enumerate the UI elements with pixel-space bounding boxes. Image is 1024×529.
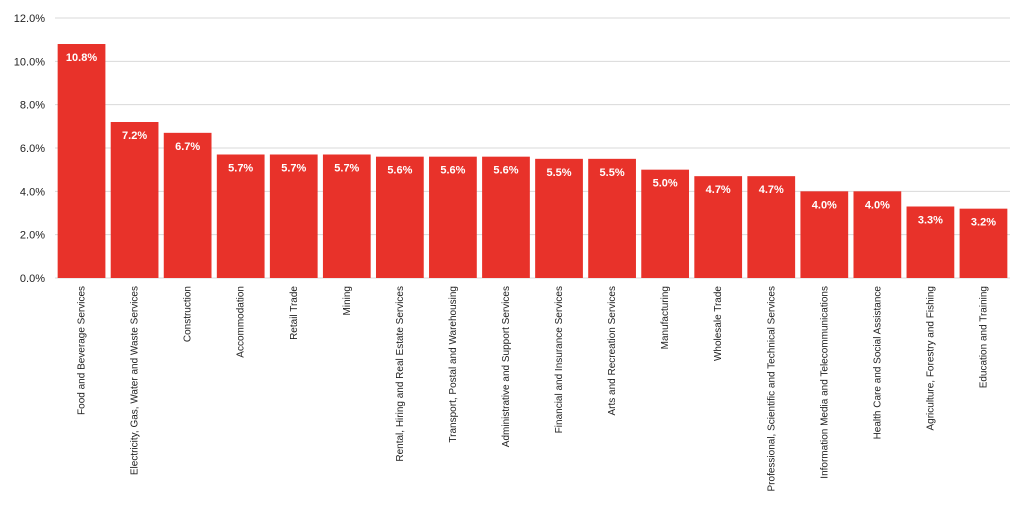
bar — [747, 176, 796, 278]
bar — [853, 191, 902, 278]
data-labels: 10.8% 7.2% 6.7% 5.7% 5.7% 5.7% 5.6% 5.6% 5.6% 5.5… — [66, 52, 996, 229]
x-tick-label: Mining — [342, 286, 353, 315]
bar — [535, 158, 583, 278]
x-tick-label: Arts and Recreation Services — [607, 286, 618, 416]
bars — [57, 44, 1008, 278]
bar — [694, 176, 743, 278]
data-label: 4.0% — [812, 199, 837, 211]
x-tick-label: Administrative and Support Services — [501, 286, 512, 447]
data-label: 3.3% — [918, 215, 943, 227]
bar — [163, 132, 212, 278]
data-label: 4.7% — [706, 184, 731, 196]
bar — [322, 154, 371, 278]
data-label: 5.6% — [387, 165, 412, 177]
bar — [110, 122, 159, 278]
bar — [482, 156, 530, 278]
x-tick-label: Health Care and Social Assistance — [872, 286, 883, 440]
x-tick-label: Electricity, Gas, Water and Waste Servic… — [130, 286, 141, 475]
x-tick-label: Manufacturing — [660, 286, 671, 349]
data-label: 4.0% — [865, 199, 890, 211]
x-tick-label: Retail Trade — [289, 286, 300, 340]
data-label: 10.8% — [66, 52, 97, 64]
x-tick-label: Food and Beverage Services — [77, 286, 88, 415]
x-tick-label: Transport, Postal and Warehousing — [448, 286, 459, 443]
bar — [216, 154, 265, 278]
bar — [959, 208, 1008, 278]
x-axis-tick-labels: Food and Beverage Services Electricity, G… — [77, 286, 990, 492]
data-label: 5.7% — [228, 163, 253, 175]
x-tick-label: Wholesale Trade — [713, 286, 724, 361]
y-tick-label: 6.0% — [20, 143, 45, 155]
x-tick-label: Construction — [183, 286, 194, 342]
x-tick-label: Rental, Hiring and Real Estate Services — [395, 286, 406, 462]
bar — [375, 156, 424, 278]
y-tick-label: 12.0% — [14, 13, 45, 25]
x-tick-label: Agriculture, Forestry and Fishing — [925, 286, 936, 431]
x-tick-label: Information Media and Telecommunications — [819, 286, 830, 479]
data-label: 3.2% — [971, 217, 996, 229]
data-label: 6.7% — [175, 141, 200, 153]
y-tick-label: 0.0% — [20, 273, 45, 285]
y-tick-label: 8.0% — [20, 100, 45, 112]
data-label: 5.6% — [493, 165, 518, 177]
x-tick-label: Accommodation — [236, 286, 247, 358]
data-label: 5.7% — [334, 163, 359, 175]
x-tick-label: Education and Training — [978, 286, 989, 388]
bar — [269, 154, 318, 278]
bar — [429, 156, 477, 278]
data-label: 5.7% — [281, 163, 306, 175]
bar — [800, 191, 849, 278]
bar — [57, 44, 106, 278]
data-label: 5.6% — [440, 165, 465, 177]
gridlines — [55, 17, 1010, 279]
data-label: 5.0% — [653, 178, 678, 190]
bar — [588, 158, 636, 278]
y-tick-label: 10.0% — [14, 56, 45, 68]
data-label: 7.2% — [122, 130, 147, 142]
y-tick-label: 2.0% — [20, 230, 45, 242]
x-tick-label: Professional, Scientific and Technical S… — [766, 286, 777, 491]
y-tick-label: 4.0% — [20, 186, 45, 198]
x-tick-label: Financial and Insurance Services — [554, 286, 565, 433]
data-label: 5.5% — [600, 167, 625, 179]
y-axis-tick-labels: 0.0% 2.0% 4.0% 6.0% 8.0% 10.0% 12.0% — [14, 13, 45, 285]
data-label: 5.5% — [546, 167, 571, 179]
bar — [906, 206, 955, 278]
data-label: 4.7% — [759, 184, 784, 196]
bar — [641, 169, 690, 278]
